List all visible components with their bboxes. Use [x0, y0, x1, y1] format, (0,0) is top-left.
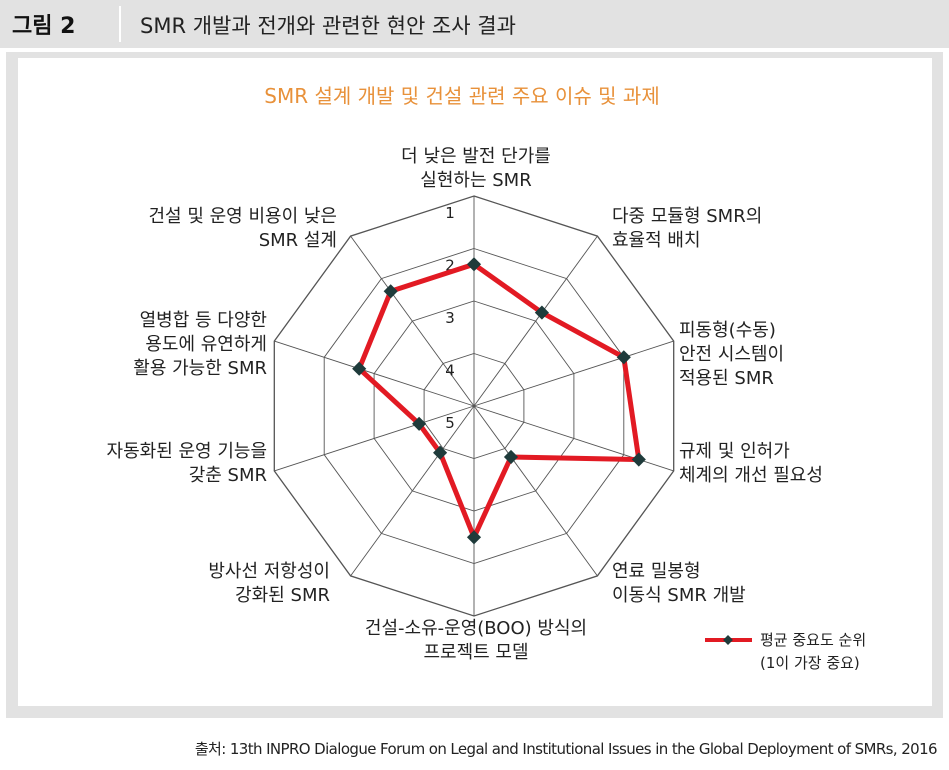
data-point — [383, 284, 398, 299]
data-point — [433, 445, 448, 460]
radar-series — [352, 257, 646, 545]
data-point — [352, 361, 367, 376]
grid-spoke — [274, 405, 475, 472]
data-point — [503, 449, 519, 465]
grid-spoke — [350, 405, 475, 577]
chart-title: SMR 설계 개발 및 건설 관련 주요 이슈 및 과제 — [264, 84, 659, 108]
chart-panel — [6, 52, 943, 718]
data-point — [466, 257, 482, 272]
tick-label: 3 — [445, 309, 455, 327]
axis-label: 자동화된 운영 기능을 — [107, 441, 267, 462]
chart-panel-inner — [18, 58, 932, 706]
data-point — [412, 416, 427, 431]
axis-label: 용도에 유연하게 — [145, 334, 267, 355]
axis-label: 강화된 SMR — [235, 585, 330, 606]
grid-spoke — [274, 340, 475, 407]
axis-label: 실현하는 SMR — [420, 170, 531, 191]
axis-label: 이동식 SMR 개발 — [612, 585, 746, 606]
data-point — [631, 452, 646, 467]
header-bar: 그림 2 SMR 개발과 전개와 관련한 현안 조사 결과 — [0, 0, 949, 48]
axis-label: 체계의 개선 필요성 — [679, 465, 823, 486]
data-point — [466, 530, 482, 545]
axis-label: 연료 밀봉형 — [612, 561, 701, 582]
radar-grid — [273, 195, 675, 617]
axis-label: 다중 모듈형 SMR의 — [612, 206, 762, 227]
tick-label: 5 — [445, 414, 455, 432]
grid-spoke — [350, 235, 475, 407]
figure-label: 그림 2 — [12, 14, 76, 39]
chart-legend: 평균 중요도 순위 (1이 가장 중요) — [705, 631, 866, 672]
legend-marker — [723, 635, 733, 645]
figure-title: SMR 개발과 전개와 관련한 현안 조사 결과 — [140, 14, 516, 38]
axis-label: 규제 및 인허가 — [679, 441, 790, 462]
grid-spoke — [473, 405, 598, 577]
header-divider — [119, 6, 121, 42]
axis-label: SMR 설계 — [259, 230, 337, 251]
axis-label: 열병합 등 다양한 — [140, 310, 267, 331]
axis-label: 피동형(수동) — [679, 320, 776, 341]
axis-label: 안전 시스템이 — [679, 344, 784, 365]
tick-label: 2 — [445, 257, 455, 275]
grid-spoke — [473, 340, 674, 407]
axis-label: 활용 가능한 SMR — [133, 358, 267, 379]
legend-note: (1이 가장 중요) — [760, 654, 860, 672]
axis-label: 건설 및 운영 비용이 낮은 — [149, 206, 338, 227]
axis-label: 프로젝트 모델 — [423, 642, 528, 663]
axis-label: 적용된 SMR — [679, 368, 774, 389]
data-point — [616, 350, 631, 365]
source-citation: 출처: 13th INPRO Dialogue Forum on Legal a… — [194, 740, 938, 758]
data-point — [534, 305, 549, 320]
axis-label: 방사선 저항성이 — [208, 561, 330, 582]
tick-label: 1 — [445, 204, 455, 222]
axis-label: 더 낮은 발전 단가를 — [401, 146, 551, 167]
axis-label: 갖춘 SMR — [189, 465, 267, 486]
grid-spoke — [473, 235, 598, 407]
axis-label: 효율적 배치 — [612, 230, 701, 251]
tick-label: 4 — [445, 362, 455, 380]
legend-label: 평균 중요도 순위 — [760, 631, 866, 649]
radar-tick-labels: 1 2 3 4 5 — [445, 204, 455, 432]
axis-label: 건설-소유-운영(BOO) 방식의 — [365, 618, 587, 639]
